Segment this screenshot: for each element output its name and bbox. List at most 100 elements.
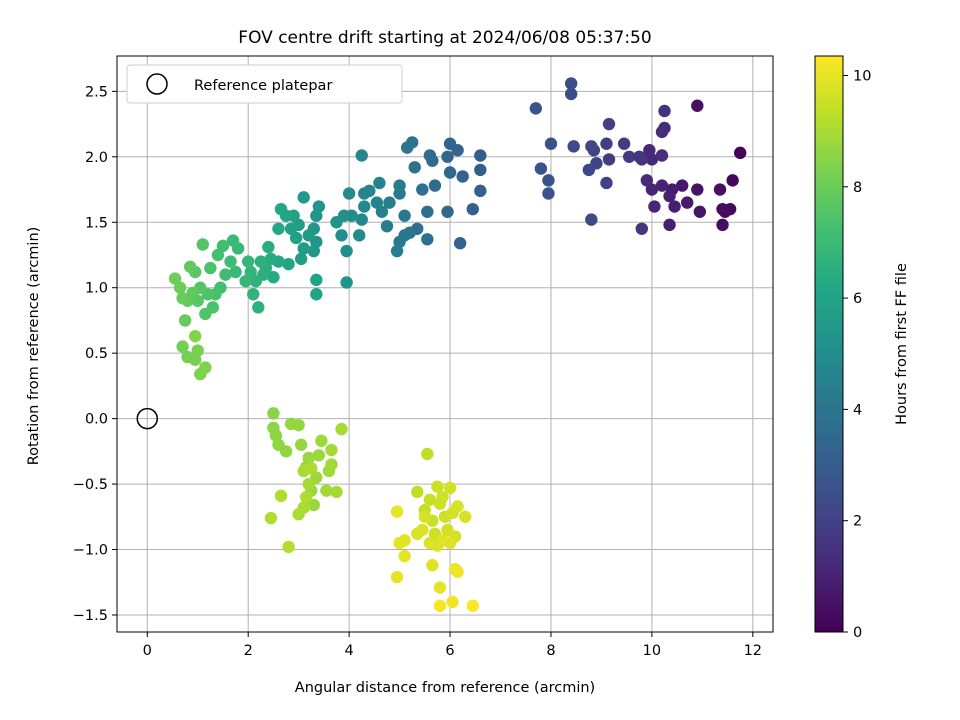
scatter-point <box>675 179 689 192</box>
scatter-point <box>340 276 353 289</box>
scatter-point <box>264 511 278 525</box>
x-tick-label: 8 <box>546 643 555 659</box>
scatter-point <box>196 238 209 251</box>
scatter-point <box>358 200 371 213</box>
scatter-point <box>390 505 404 518</box>
scatter-point <box>204 261 217 275</box>
scatter-point <box>564 87 578 101</box>
scatter-point <box>244 265 257 279</box>
scatter-point <box>267 271 280 284</box>
x-tick-label: 0 <box>143 643 152 659</box>
scatter-point <box>297 191 310 204</box>
y-tick-label: 2.0 <box>85 150 108 166</box>
scatter-point <box>453 237 467 250</box>
y-tick-label: 0.0 <box>85 412 108 428</box>
scatter-point <box>421 447 434 461</box>
scatter-point <box>292 418 305 432</box>
scatter-point <box>428 179 442 192</box>
scatter-point <box>310 209 323 222</box>
y-tick-label: −1.0 <box>73 543 108 559</box>
scatter-point <box>564 77 578 90</box>
scatter-point <box>433 599 447 613</box>
scatter-point <box>294 252 308 266</box>
scatter-point <box>466 599 479 613</box>
scatter-point <box>373 176 386 190</box>
scatter-point <box>247 288 260 301</box>
legend: Reference platepar <box>126 64 403 104</box>
scatter-point <box>274 202 288 216</box>
scatter-point <box>408 161 421 174</box>
scatter-point <box>199 307 212 321</box>
scatter-point <box>398 209 411 222</box>
scatter-point <box>211 248 225 262</box>
y-tick-label: 1.0 <box>85 281 108 297</box>
scatter-point <box>663 218 676 232</box>
scatter-point <box>383 196 396 209</box>
scatter-point <box>400 141 414 154</box>
scatter-point <box>635 222 648 235</box>
scatter-point <box>191 344 204 357</box>
scatter-point <box>168 272 182 285</box>
scatter-point <box>441 205 454 218</box>
scatter-point <box>421 205 434 218</box>
scatter-point <box>307 498 320 512</box>
scatter-point <box>655 149 669 162</box>
y-tick-label: −0.5 <box>73 477 108 493</box>
scatter-point <box>355 149 368 162</box>
scatter-points <box>168 77 747 613</box>
scatter-point <box>585 140 598 153</box>
scatter-point <box>691 99 704 112</box>
scatter-point <box>219 268 232 281</box>
scatter-point <box>274 489 288 503</box>
scatter-point <box>600 137 613 150</box>
axes-frame <box>116 55 774 633</box>
colorbar-tick-label: 0 <box>853 625 862 641</box>
scatter-point <box>229 265 242 279</box>
y-tick-label: −1.5 <box>73 608 108 624</box>
scatter-point <box>264 252 278 266</box>
scatter-point <box>633 150 646 163</box>
x-tick-label: 4 <box>345 643 354 659</box>
scatter-point <box>340 244 353 258</box>
colorbar <box>814 55 844 633</box>
scatter-point <box>254 255 268 268</box>
scatter-point <box>310 288 323 301</box>
scatter-point <box>645 183 659 196</box>
legend-label: Reference platepar <box>194 78 332 94</box>
scatter-point <box>320 484 333 497</box>
scatter-point <box>330 216 343 229</box>
scatter-point <box>529 102 543 115</box>
scatter-point <box>355 213 368 226</box>
scatter-point <box>691 183 704 196</box>
scatter-point <box>272 222 285 235</box>
scatter-point <box>178 314 192 327</box>
scatter-point <box>173 281 187 294</box>
scatter-point <box>443 481 457 495</box>
scatter-point <box>600 176 613 190</box>
reference-platepar-marker <box>136 407 159 430</box>
scatter-point <box>585 213 598 226</box>
scatter-point <box>436 490 449 504</box>
scatter-point <box>693 205 707 218</box>
x-tick-label: 12 <box>744 643 762 659</box>
scatter-point <box>542 187 555 200</box>
scatter-point <box>183 260 197 273</box>
scatter-point <box>307 244 320 258</box>
scatter-point <box>305 462 318 475</box>
scatter-point <box>216 239 230 253</box>
scatter-point <box>423 149 437 162</box>
scatter-point <box>282 540 295 554</box>
scatter-point <box>416 183 429 196</box>
scatter-point <box>716 202 729 216</box>
scatter-point <box>658 104 671 118</box>
scatter-point <box>300 490 313 504</box>
colorbar-tick-label: 2 <box>853 514 862 530</box>
y-tick-label: 1.5 <box>85 215 108 231</box>
scatter-point <box>393 179 406 192</box>
scatter-point <box>681 196 694 209</box>
scatter-point <box>302 229 315 242</box>
scatter-point <box>294 438 308 451</box>
scatter-point <box>262 240 275 254</box>
scatter-point <box>643 144 656 157</box>
